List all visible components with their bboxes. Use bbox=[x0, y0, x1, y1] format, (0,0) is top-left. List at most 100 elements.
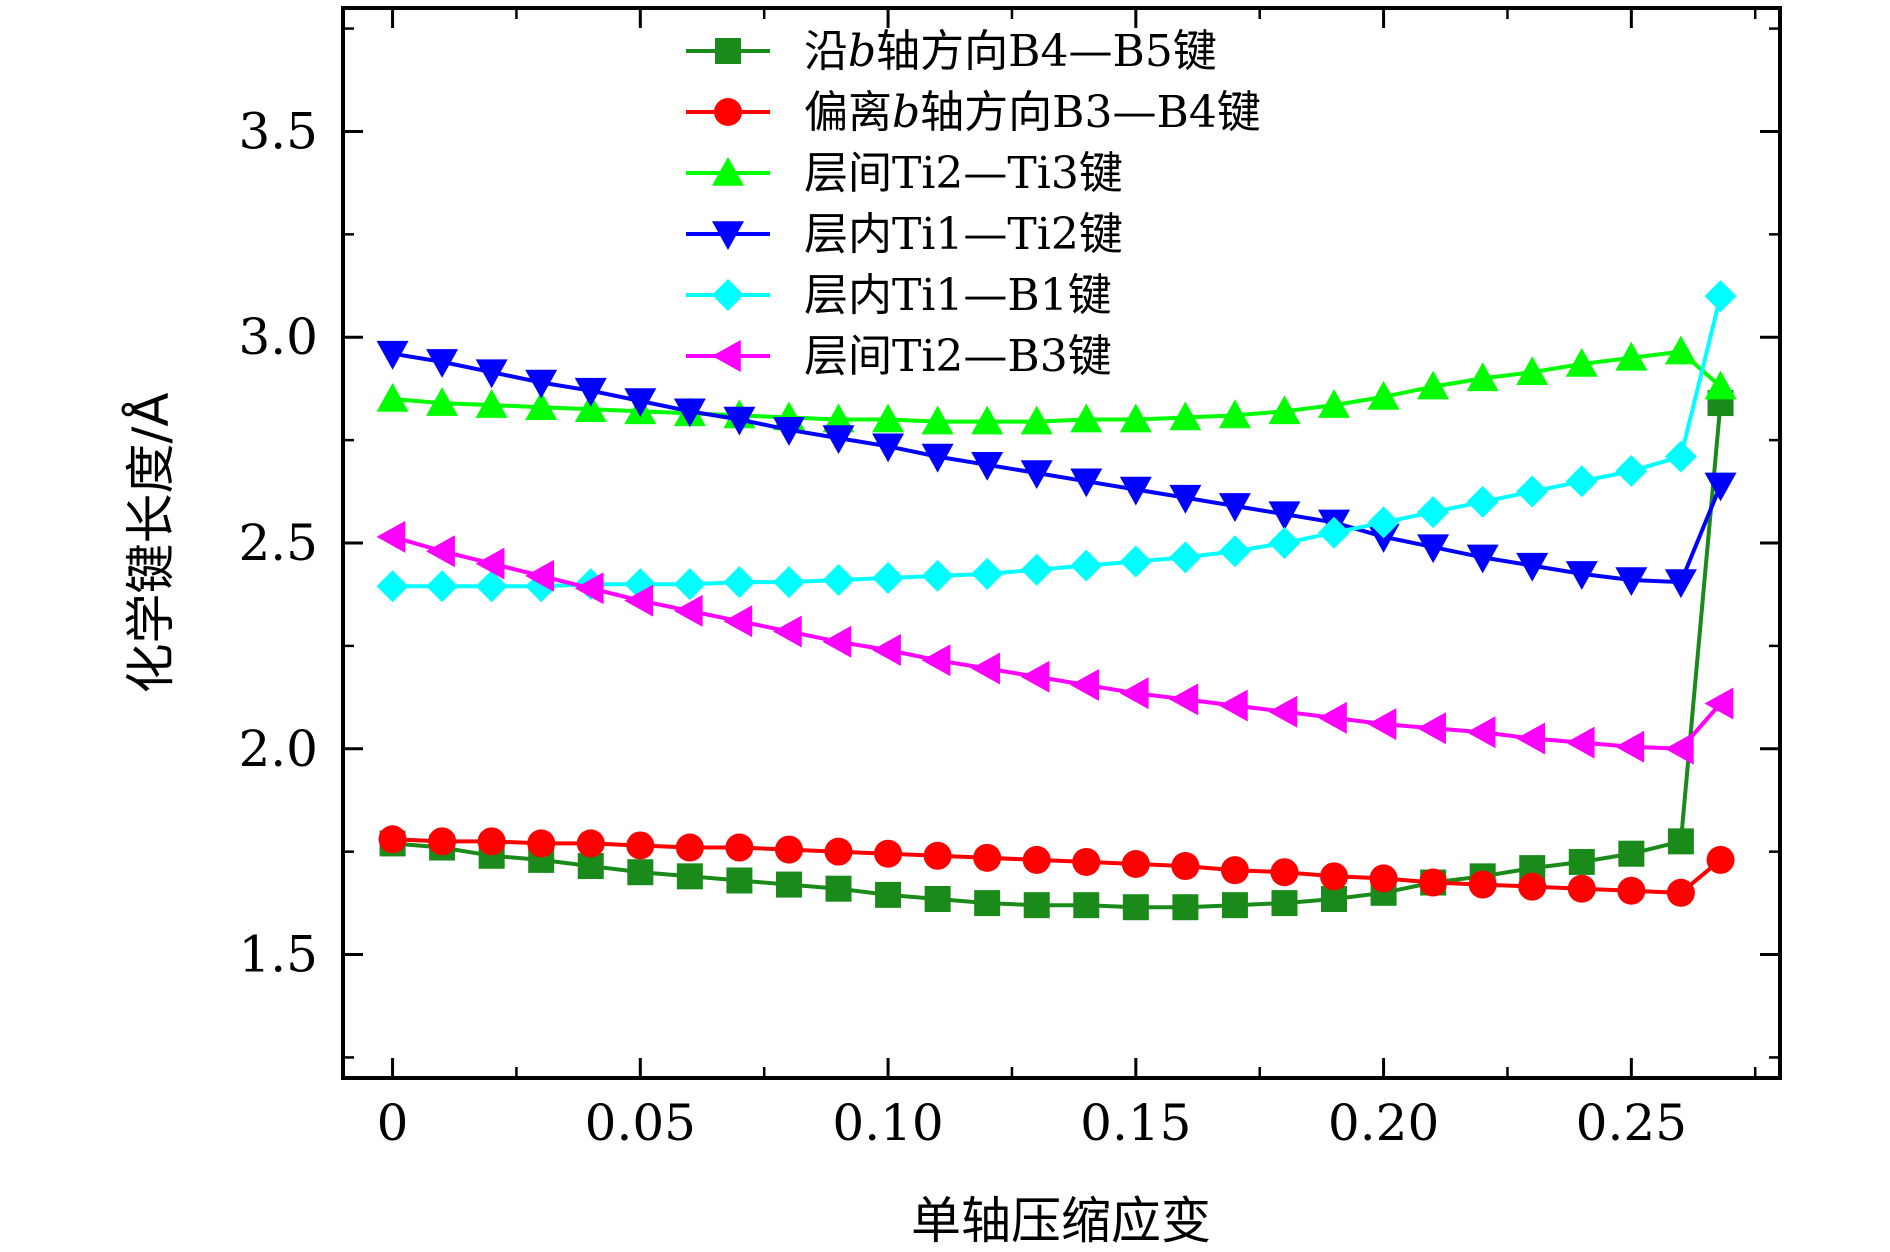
data-point bbox=[1020, 405, 1053, 435]
data-point bbox=[1318, 701, 1347, 734]
data-point bbox=[971, 652, 1000, 685]
data-point bbox=[1468, 870, 1497, 899]
legend-label-part: 偏离 bbox=[804, 87, 892, 138]
data-point bbox=[1664, 335, 1697, 365]
data-point bbox=[872, 403, 905, 433]
legend-label-part: 层间Ti2—B3键 bbox=[804, 331, 1112, 382]
legend-entry: 层内Ti1—Ti2键 bbox=[686, 209, 1123, 260]
data-point bbox=[824, 837, 853, 866]
data-point bbox=[1704, 280, 1737, 313]
data-point bbox=[775, 871, 802, 898]
data-point bbox=[1169, 401, 1202, 431]
data-point bbox=[426, 535, 455, 568]
legend-label-part: 沿 bbox=[804, 26, 848, 77]
data-point bbox=[1119, 403, 1152, 433]
data-point bbox=[973, 843, 1002, 872]
legend: 沿b轴方向B4—B5键偏离b轴方向B3—B4键层间Ti2—Ti3键层内Ti1—T… bbox=[686, 26, 1261, 382]
data-point bbox=[772, 417, 805, 446]
legend-label-part: b bbox=[848, 26, 876, 77]
data-point bbox=[822, 625, 852, 658]
data-point bbox=[1664, 440, 1697, 473]
data-point bbox=[1268, 527, 1301, 559]
data-point bbox=[1220, 856, 1249, 885]
x-axis-title: 单轴压缩应变 bbox=[911, 1192, 1211, 1250]
data-point bbox=[1070, 468, 1103, 498]
data-point bbox=[1565, 465, 1598, 498]
data-point bbox=[874, 839, 903, 868]
data-point bbox=[1565, 561, 1598, 590]
axis-ticks: 0 0.05 0.10 0.15 0.20 0.25 1.5 2.0 2.5 3.0 3.5 bbox=[238, 8, 1780, 1152]
data-point bbox=[923, 841, 952, 870]
data-point bbox=[921, 443, 954, 473]
data-point bbox=[477, 827, 506, 856]
series-line bbox=[392, 402, 1723, 910]
data-point bbox=[376, 570, 409, 603]
data-point bbox=[1666, 878, 1695, 907]
data-point bbox=[1466, 544, 1499, 574]
data-point bbox=[1568, 848, 1595, 875]
data-point bbox=[1218, 535, 1251, 568]
data-point bbox=[1618, 840, 1645, 867]
data-point bbox=[1615, 730, 1645, 763]
y-tick-label: 2.5 bbox=[238, 514, 318, 572]
data-point bbox=[1023, 892, 1050, 919]
data-point bbox=[1367, 380, 1400, 410]
data-point bbox=[1516, 356, 1549, 386]
data-point bbox=[1706, 845, 1735, 874]
data-point bbox=[875, 881, 902, 908]
series-line bbox=[392, 837, 1722, 895]
data-point bbox=[475, 570, 508, 603]
series-line bbox=[392, 534, 1723, 751]
data-point bbox=[772, 566, 805, 599]
data-point bbox=[376, 520, 406, 553]
series-6 bbox=[376, 520, 1734, 765]
data-point bbox=[726, 867, 753, 894]
data-point bbox=[1320, 862, 1349, 891]
data-point bbox=[1664, 569, 1697, 599]
data-point bbox=[527, 829, 556, 858]
series-line bbox=[392, 295, 1723, 589]
data-point bbox=[1169, 484, 1202, 514]
data-point bbox=[723, 566, 756, 599]
data-point bbox=[1615, 341, 1648, 371]
data-point bbox=[1367, 708, 1397, 741]
legend-label-part: 轴方向B4—B5键 bbox=[876, 26, 1217, 77]
data-point bbox=[1516, 475, 1549, 508]
data-point bbox=[872, 634, 901, 666]
data-point bbox=[525, 559, 555, 592]
data-point bbox=[1466, 716, 1496, 749]
data-point bbox=[1268, 501, 1301, 531]
legend-marker bbox=[715, 38, 741, 64]
data-point bbox=[924, 885, 951, 912]
data-point bbox=[723, 406, 756, 436]
series-line bbox=[392, 351, 1723, 585]
data-point bbox=[673, 398, 706, 428]
data-point bbox=[1318, 516, 1351, 549]
data-point bbox=[1169, 541, 1202, 574]
data-point bbox=[1221, 892, 1248, 919]
data-point bbox=[1070, 668, 1100, 701]
data-point bbox=[376, 382, 409, 412]
y-tick-label: 2.0 bbox=[238, 720, 318, 778]
data-point bbox=[1122, 894, 1149, 921]
data-point bbox=[673, 594, 703, 627]
legend-label-part: 轴方向B3—B4键 bbox=[920, 87, 1261, 138]
data-point bbox=[1218, 493, 1251, 522]
data-point bbox=[1367, 506, 1400, 539]
data-point bbox=[525, 369, 558, 399]
data-point bbox=[1417, 712, 1446, 745]
data-point bbox=[1268, 395, 1301, 425]
data-point bbox=[574, 377, 607, 407]
data-point bbox=[1218, 689, 1248, 722]
x-tick-label: 0.20 bbox=[1328, 1094, 1439, 1152]
legend-label-part: 层内Ti1—B1键 bbox=[804, 270, 1112, 321]
legend-label-part: 层间Ti2—Ti3键 bbox=[804, 148, 1123, 199]
series-4 bbox=[376, 340, 1737, 599]
series-3 bbox=[376, 335, 1737, 435]
data-point bbox=[1567, 874, 1596, 903]
data-point bbox=[1615, 454, 1648, 487]
data-point bbox=[872, 561, 905, 594]
data-point bbox=[1518, 872, 1547, 901]
data-point bbox=[872, 433, 905, 463]
